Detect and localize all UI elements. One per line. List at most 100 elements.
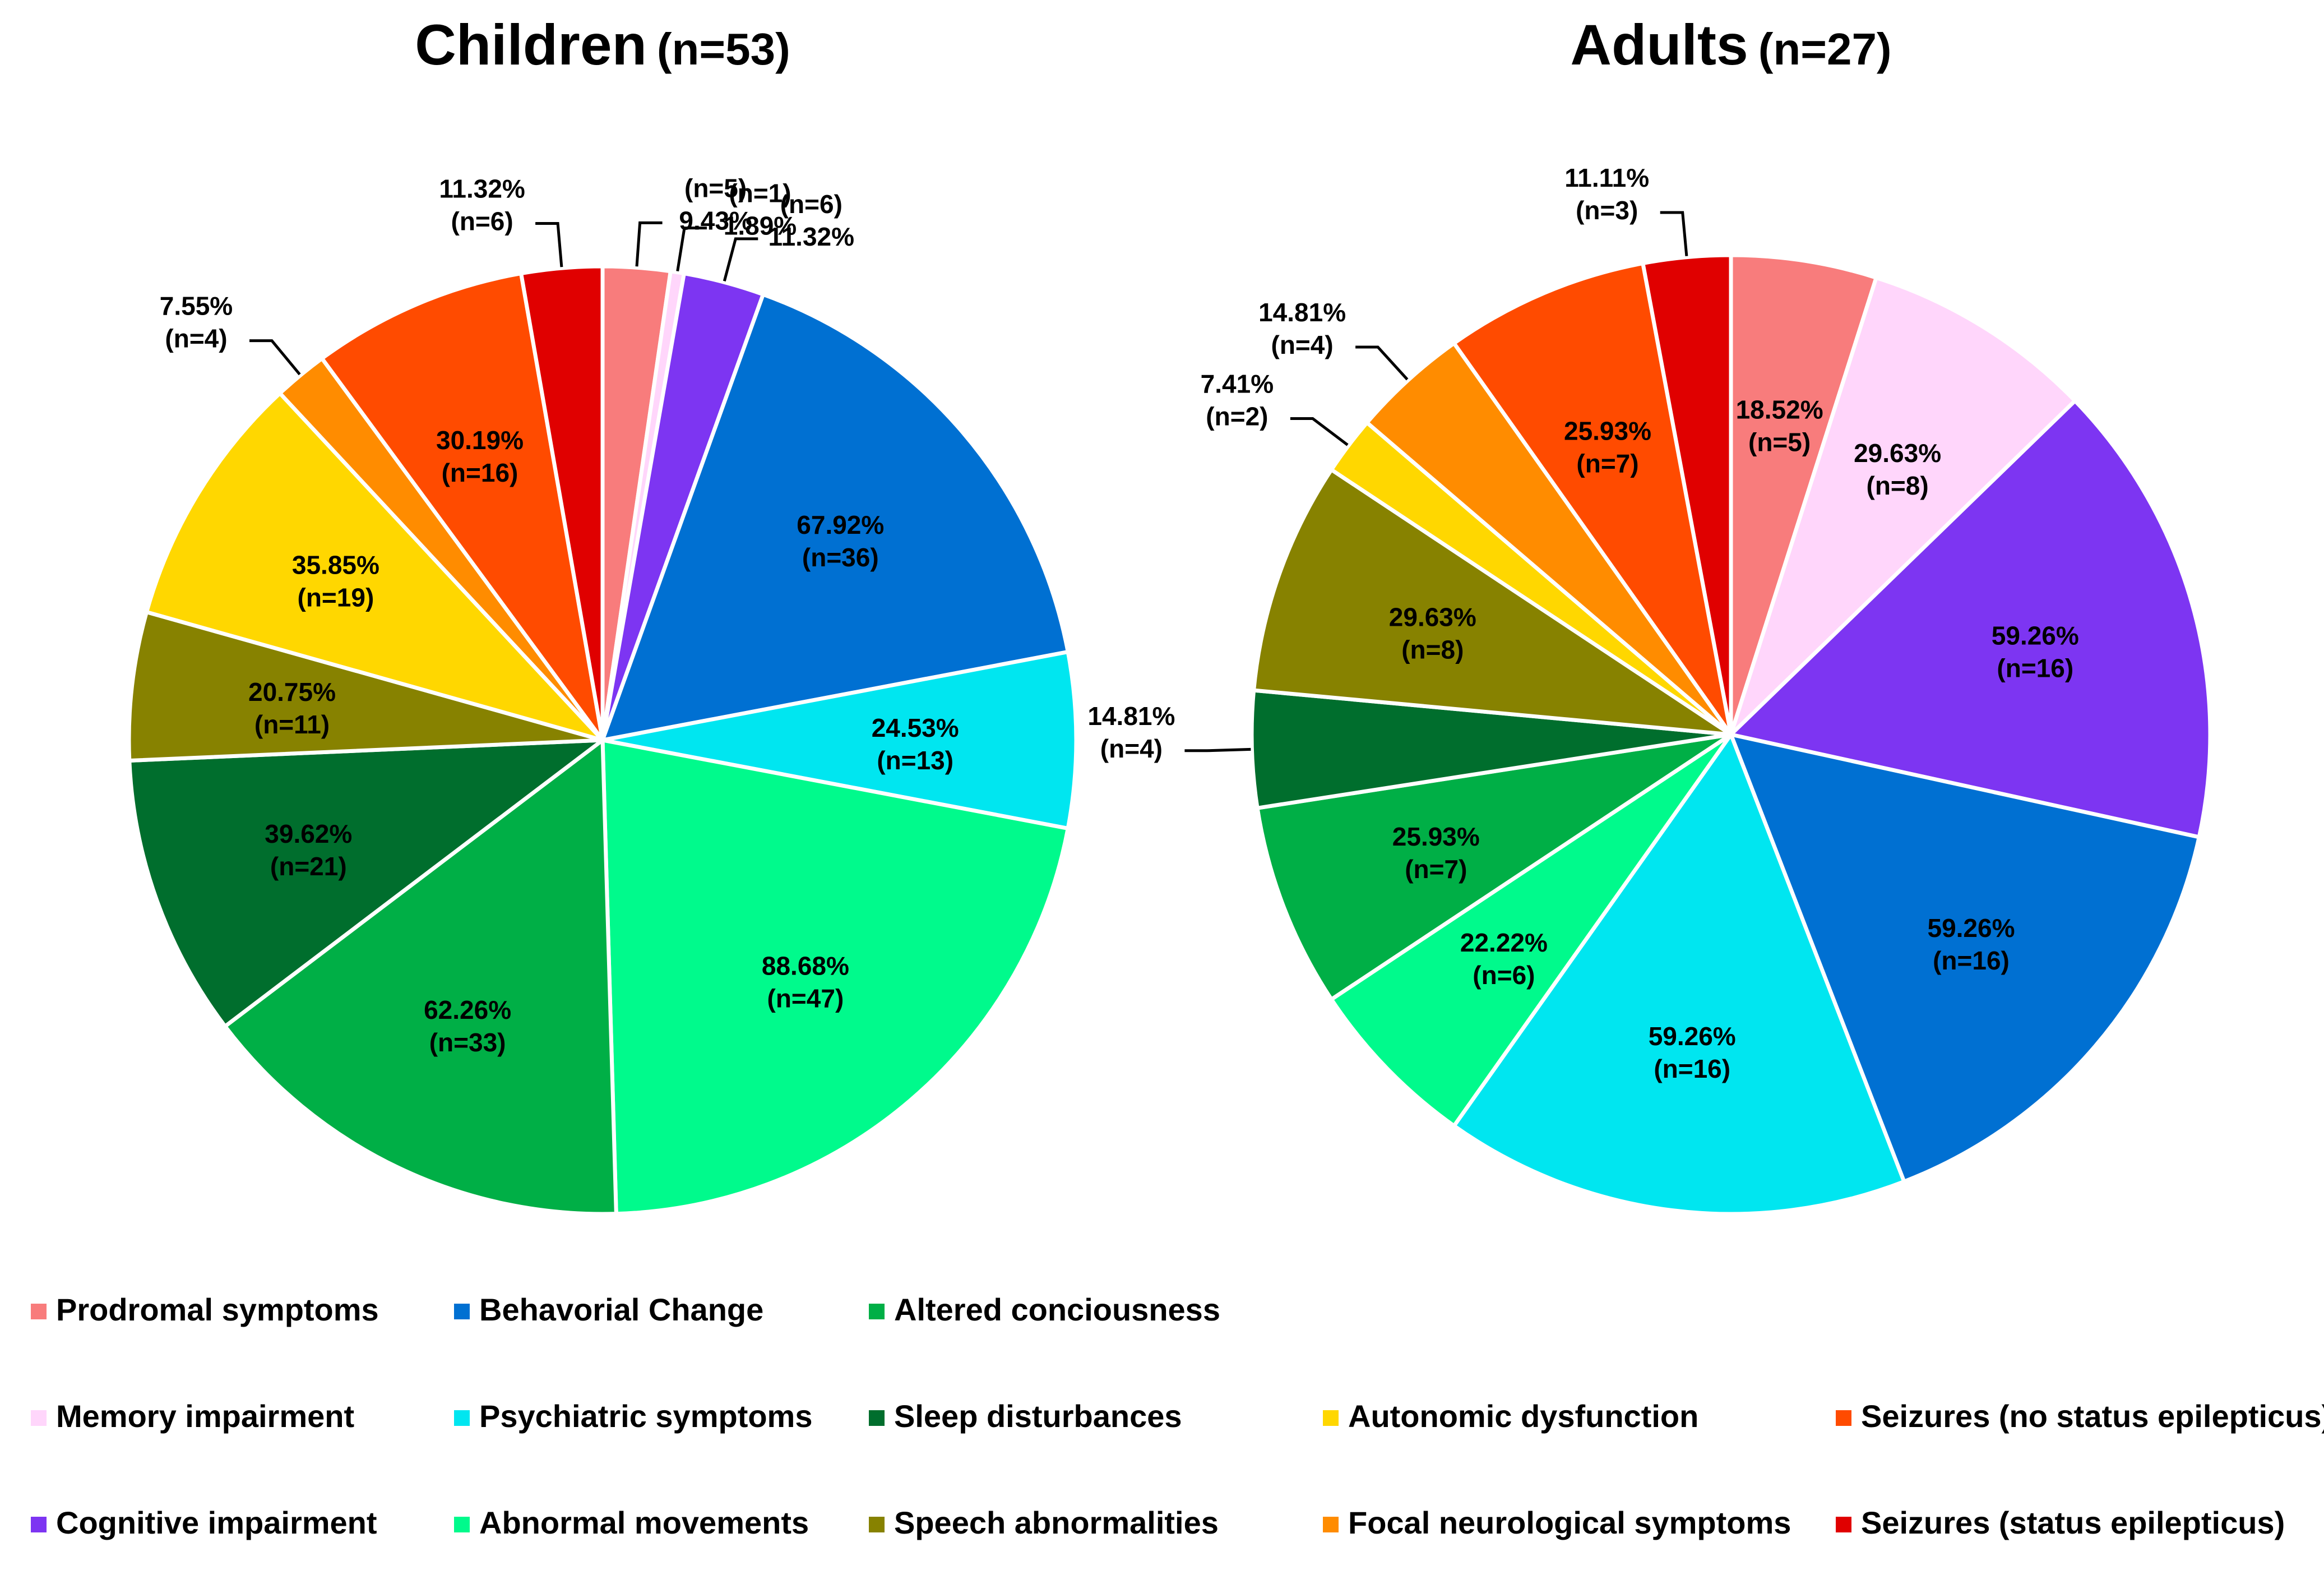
adults-slice-focal bbox=[1365, 341, 1733, 737]
legend-item-psychiatric: Psychiatric symptoms bbox=[454, 1398, 812, 1434]
adults-slice-memory bbox=[1729, 275, 2077, 737]
legend-label-autonomic: Autonomic dysfunction bbox=[1348, 1398, 1698, 1434]
legend-item-seizures_se: Seizures (status epilepticus) bbox=[1836, 1505, 2285, 1540]
children-chart-title: Children (n=53) bbox=[415, 13, 790, 77]
children-leader-line-focal bbox=[249, 339, 301, 376]
adults-data-label-focal: 14.81% (n=4) bbox=[1258, 298, 1346, 359]
children-leader-line-prodromal bbox=[635, 221, 663, 267]
children-slice-speech bbox=[127, 610, 605, 763]
children-data-label-memory: (n=1) 1.89% bbox=[724, 179, 797, 241]
legend-item-memory: Memory impairment bbox=[31, 1398, 354, 1434]
legend-swatch-seizures_se bbox=[1836, 1517, 1851, 1532]
children-leader-line-cognitive bbox=[723, 237, 758, 281]
legend-swatch-autonomic bbox=[1323, 1410, 1339, 1426]
children-slice-seizures_no_se bbox=[320, 271, 605, 742]
adults-chart-title: Adults (n=27) bbox=[1570, 13, 1891, 77]
children-slice-sleep bbox=[127, 738, 605, 1028]
legend-swatch-speech bbox=[869, 1517, 885, 1532]
adults-leader-line-focal bbox=[1355, 345, 1409, 381]
legend-swatch-psychiatric bbox=[454, 1410, 470, 1426]
adults-data-label-sleep: 14.81% (n=4) bbox=[1087, 701, 1175, 763]
children-data-label-altered: 62.26% (n=33) bbox=[424, 995, 511, 1057]
adults-data-label-seizures_no_se: 25.93% (n=7) bbox=[1564, 416, 1651, 478]
children-data-label-prodromal: (n=5) 9.43% bbox=[679, 173, 752, 235]
adults-data-label-seizures_se: 11.11% (n=3) bbox=[1564, 163, 1649, 225]
children-leader-line-seizures_se bbox=[535, 222, 563, 267]
legend-swatch-abnormal bbox=[454, 1517, 470, 1532]
children-slice-seizures_se bbox=[519, 264, 605, 742]
children-data-label-seizures_se: 11.32% (n=6) bbox=[439, 174, 525, 236]
legend-swatch-behavioral bbox=[454, 1304, 470, 1319]
adults-pie-slices bbox=[1249, 253, 2212, 1216]
children-slice-abnormal bbox=[600, 738, 1070, 1216]
children-data-label-focal: 7.55% (n=4) bbox=[160, 292, 233, 353]
adults-data-label-altered: 25.93% (n=7) bbox=[1392, 822, 1480, 884]
children-slice-autonomic bbox=[144, 391, 605, 742]
children-pie-chart: Children (n=53) (n=5) 9.43%(n=1) 1.89%(n=6)… bbox=[127, 13, 1078, 1216]
legend-label-speech: Speech abnormalities bbox=[894, 1505, 1219, 1540]
adults-leader-line-autonomic bbox=[1290, 417, 1349, 446]
legend-item-speech: Speech abnormalities bbox=[869, 1505, 1219, 1540]
legend-swatch-seizures_no_se bbox=[1836, 1410, 1851, 1426]
adults-slice-behavioral bbox=[1729, 732, 2201, 1184]
adults-pie-data-labels: 18.52% (n=5) 29.63% (n=8) 59.26% (n=16) 59.26%… bbox=[1087, 163, 2078, 1083]
legend-item-sleep: Sleep disturbances bbox=[869, 1398, 1182, 1434]
legend-item-cognitive: Cognitive impairment bbox=[31, 1505, 377, 1540]
adults-slice-abnormal bbox=[1329, 732, 1733, 1128]
adults-data-label-behavioral: 59.26% (n=16) bbox=[1927, 913, 2015, 975]
adults-leader-line-seizures_se bbox=[1660, 211, 1688, 256]
legend-swatch-altered bbox=[869, 1304, 885, 1319]
adults-pie-leader-lines bbox=[1184, 211, 1688, 752]
adults-slice-seizures_se bbox=[1641, 253, 1733, 737]
legend-label-seizures_no_se: Seizures (no status epilepticus) bbox=[1861, 1398, 2324, 1434]
legend-label-seizures_se: Seizures (status epilepticus) bbox=[1861, 1505, 2285, 1540]
children-data-label-psychiatric: 24.53% (n=13) bbox=[872, 713, 959, 775]
adults-pie-chart: Adults (n=27) 18.52% (n=5) 29.63% (n=8) 59.26… bbox=[1087, 13, 2212, 1216]
legend-label-abnormal: Abnormal movements bbox=[479, 1505, 809, 1540]
adults-data-label-autonomic: 7.41% (n=2) bbox=[1201, 370, 1274, 431]
children-data-label-abnormal: 88.68% (n=47) bbox=[762, 951, 849, 1013]
legend-label-focal: Focal neurological symptoms bbox=[1348, 1505, 1791, 1540]
adults-data-label-prodromal: 18.52% (n=5) bbox=[1736, 395, 1823, 456]
children-data-label-cognitive: (n=6) 11.32% bbox=[769, 190, 854, 251]
adults-slice-speech bbox=[1252, 468, 1733, 737]
legend-item-abnormal: Abnormal movements bbox=[454, 1505, 809, 1540]
legend-label-sleep: Sleep disturbances bbox=[894, 1398, 1182, 1434]
adults-slice-psychiatric bbox=[1452, 732, 1906, 1216]
adults-slice-cognitive bbox=[1729, 399, 2212, 839]
adults-slice-seizures_no_se bbox=[1452, 261, 1733, 737]
legend-swatch-memory bbox=[31, 1410, 47, 1426]
legend-swatch-sleep bbox=[869, 1410, 885, 1426]
legend-label-altered: Altered conciousness bbox=[894, 1292, 1220, 1327]
adults-data-label-memory: 29.63% (n=8) bbox=[1854, 438, 1941, 500]
children-pie-data-labels: (n=5) 9.43%(n=1) 1.89%(n=6) 11.32% 67.92% (n=… bbox=[160, 173, 959, 1057]
children-data-label-autonomic: 35.85% (n=19) bbox=[292, 551, 379, 612]
legend-label-psychiatric: Psychiatric symptoms bbox=[479, 1398, 812, 1434]
legend-swatch-focal bbox=[1323, 1517, 1339, 1532]
adults-slice-sleep bbox=[1249, 688, 1733, 810]
legend-item-focal: Focal neurological symptoms bbox=[1323, 1505, 1791, 1540]
legend-label-cognitive: Cognitive impairment bbox=[56, 1505, 377, 1540]
children-pie-leader-lines bbox=[249, 221, 758, 376]
children-slice-altered bbox=[223, 738, 618, 1216]
legend-label-prodromal: Prodromal symptoms bbox=[56, 1292, 379, 1327]
children-leader-line-memory bbox=[676, 227, 707, 271]
legend-swatch-cognitive bbox=[31, 1517, 47, 1532]
adults-data-label-cognitive: 59.26% (n=16) bbox=[1992, 621, 2079, 683]
legend-item-seizures_no_se: Seizures (no status epilepticus) bbox=[1836, 1398, 2324, 1434]
adults-leader-line-sleep bbox=[1184, 747, 1251, 752]
legend-label-behavioral: Behavorial Change bbox=[479, 1292, 763, 1327]
children-pie-slices bbox=[127, 264, 1078, 1216]
legend-item-altered: Altered conciousness bbox=[869, 1292, 1220, 1327]
adults-data-label-abnormal: 22.22% (n=6) bbox=[1460, 928, 1548, 990]
legend-item-prodromal: Prodromal symptoms bbox=[31, 1292, 379, 1327]
children-data-label-sleep: 39.62% (n=21) bbox=[265, 819, 352, 881]
children-slice-behavioral bbox=[600, 292, 1070, 742]
adults-slice-altered bbox=[1255, 732, 1733, 1001]
children-data-label-speech: 20.75% (n=11) bbox=[248, 677, 336, 739]
legend-item-behavioral: Behavorial Change bbox=[454, 1292, 763, 1327]
legend-item-autonomic: Autonomic dysfunction bbox=[1323, 1398, 1698, 1434]
children-data-label-seizures_no_se: 30.19% (n=16) bbox=[436, 426, 524, 487]
adults-data-label-psychiatric: 59.26% (n=16) bbox=[1649, 1022, 1736, 1083]
